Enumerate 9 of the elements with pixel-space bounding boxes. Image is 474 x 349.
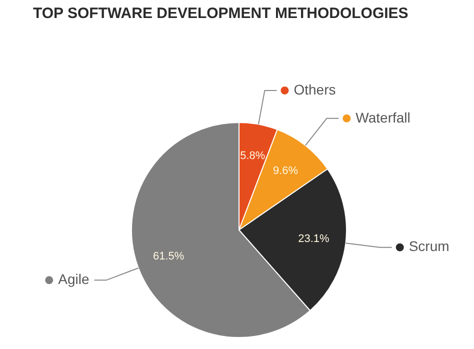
legend-label: Others — [294, 81, 336, 98]
data-label: 61.5% — [153, 250, 184, 263]
data-label: 9.6% — [272, 164, 298, 177]
legend-label: Waterfall — [356, 109, 410, 126]
data-label: 5.8% — [240, 150, 266, 162]
data-label: 23.1% — [298, 233, 330, 246]
legend-label: Agile — [58, 271, 90, 288]
legend-label: Scrum — [408, 238, 450, 254]
chart-title: TOP SOFTWARE DEVELOPMENT METHODOLOGIES — [33, 5, 408, 22]
